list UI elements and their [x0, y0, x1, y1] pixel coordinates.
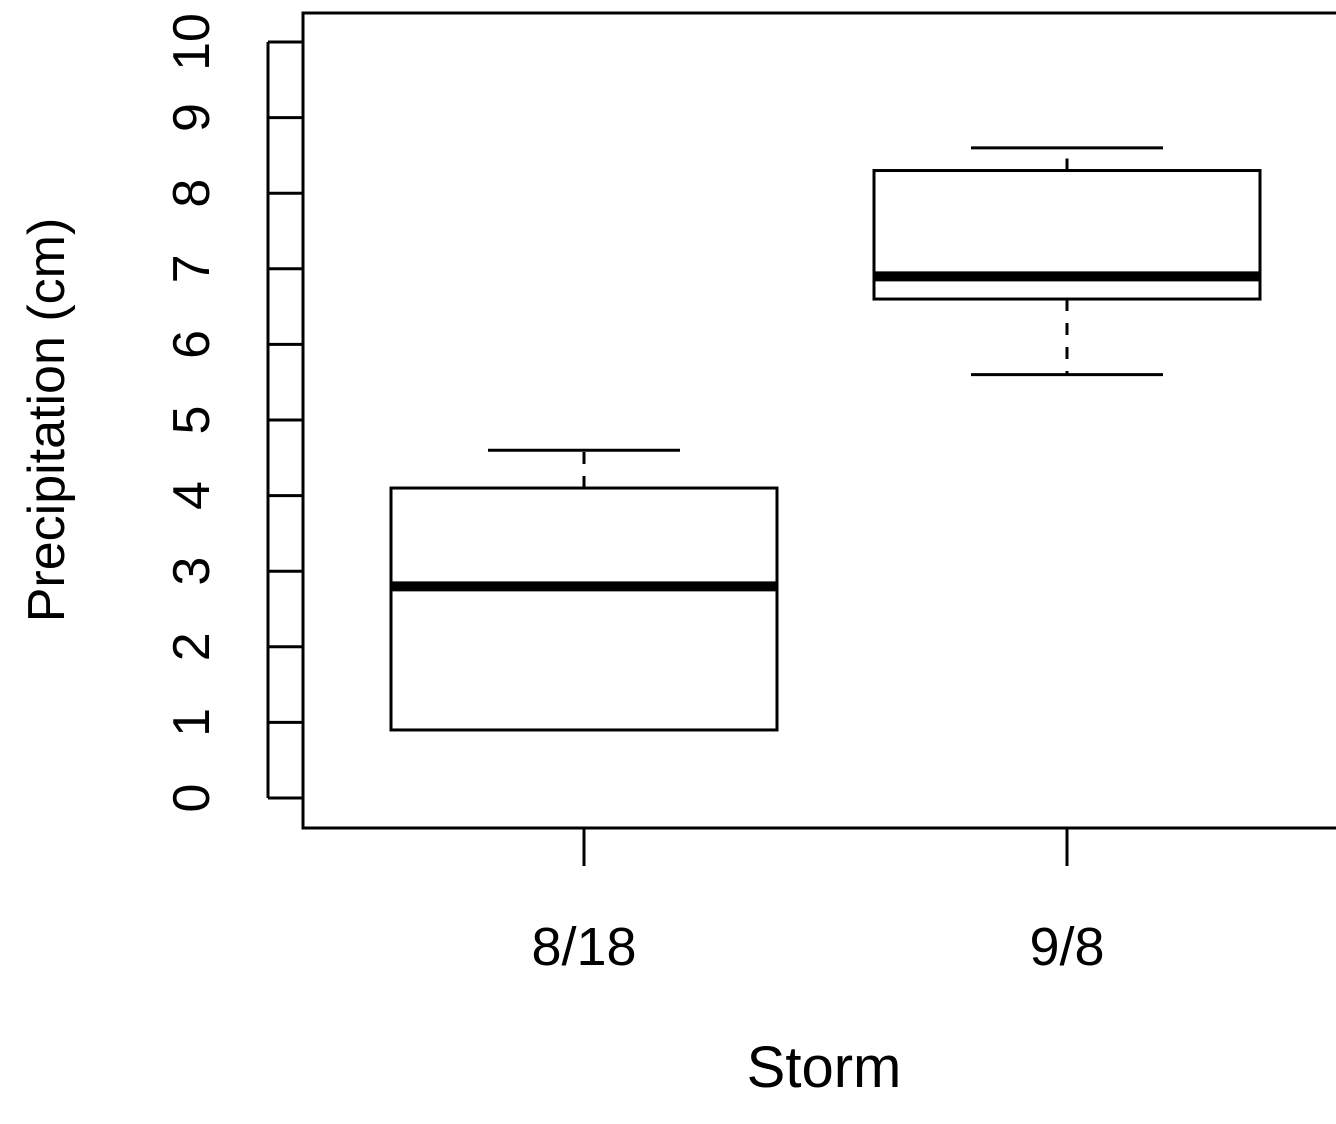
y-axis: 0 1 2 3 4 5 6 7 8 9 10: [163, 13, 303, 812]
plot-area: [301, 11, 1336, 830]
y-tick-label: 3: [163, 557, 221, 586]
y-tick-label: 0: [163, 784, 221, 813]
y-tick-label: 9: [163, 103, 221, 132]
x-tick-label: 8/18: [531, 917, 636, 977]
y-tick-label: 1: [163, 708, 221, 737]
y-tick-label: 2: [163, 632, 221, 661]
box-2: [872, 146, 1262, 377]
y-tick-label: 8: [163, 179, 221, 208]
y-tick-label: 5: [163, 406, 221, 435]
box-1: [389, 448, 779, 732]
box-rect: [389, 486, 779, 732]
y-axis-title: Precipitation (cm): [18, 218, 76, 623]
y-tick-label: 7: [163, 254, 221, 283]
y-tick-label: 4: [163, 481, 221, 510]
x-axis: 8/18 9/8: [531, 828, 1105, 977]
y-tick-label: 6: [163, 330, 221, 359]
x-axis-title: Storm: [747, 1035, 902, 1100]
y-tick-label: 10: [163, 13, 221, 71]
x-tick-label: 9/8: [1029, 917, 1104, 977]
